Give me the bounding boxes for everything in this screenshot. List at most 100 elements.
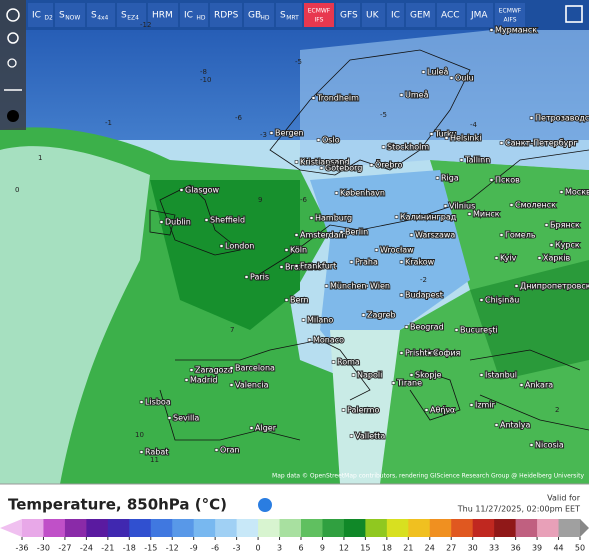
legend-swatch [150,519,173,537]
city-dot [529,443,534,447]
model-button[interactable] [336,3,360,27]
legend-label: -6 [211,544,219,553]
city-label: Glasgow [185,186,219,195]
legend-label: 15 [360,544,370,553]
city-dot [316,138,321,142]
city-label: Oran [220,446,240,455]
model-button[interactable] [304,3,334,27]
contour-label: -1 [105,119,112,127]
city-dot [361,313,366,317]
model-sub: MRT [286,15,299,22]
model-button[interactable] [28,3,53,27]
city-label: Paris [250,273,269,282]
city-label: Göteborg [325,164,362,173]
city-dot [489,28,494,32]
legend-arrow-left [0,519,22,537]
model-button[interactable] [180,3,208,27]
legend-swatch [64,519,87,537]
reload-button[interactable] [6,8,20,22]
city-dot [294,160,299,164]
city-dot [244,275,249,279]
model-button[interactable] [437,3,465,27]
legend-swatch [494,519,517,537]
legend-swatch [472,519,495,537]
city-dot [249,426,254,430]
city-label: Umeå [405,90,429,100]
point-button[interactable] [7,110,19,122]
city-label: Valencia [235,381,269,390]
legend-label: -9 [190,544,198,553]
model-button[interactable] [148,3,178,27]
city-dot [324,284,329,288]
city-label: Sheffield [210,216,245,225]
model-button[interactable] [276,3,302,27]
city-dot [489,178,494,182]
cold-tongue [310,170,470,380]
model-button[interactable] [467,3,493,27]
model-name: S [91,11,97,21]
city-label: Helsinki [450,134,481,143]
city-label: Гомель [505,231,536,240]
contour-label: -5 [295,58,302,66]
city-dot [214,448,219,452]
city-dot [139,450,144,454]
city-label: Lisboa [145,398,171,407]
city-label: Zagreb [367,311,396,320]
legend-label: 30 [468,544,478,553]
city-label: Wien [370,282,390,291]
city-dot [334,191,339,195]
model-sub: NOW [65,15,80,22]
legend-label: 6 [298,544,303,553]
locate-button[interactable] [7,32,19,44]
legend-swatch [343,519,366,537]
model-button[interactable] [387,3,404,27]
model-button[interactable] [87,3,115,27]
legend-label: 50 [575,544,585,553]
city-dot [459,158,464,162]
model-name: RDPS [214,11,239,21]
legend-swatch [215,519,238,537]
model-button[interactable] [406,3,435,27]
info-button[interactable] [258,498,272,512]
city-label: Prishtinë [405,349,440,358]
city-dot [399,351,404,355]
legend-swatch [129,519,152,537]
legend-label: 39 [532,544,542,553]
valid-time: Thu 11/27/2025, 02:00pm EET [457,505,580,514]
model-sub: EZ4 [127,15,139,22]
contour-label: 2 [555,406,559,414]
city-label: Köln [290,246,307,255]
city-label: Αθήνα [430,406,455,415]
model-button[interactable] [210,3,242,27]
city-dot [284,248,289,252]
city-label: Istanbul [485,371,517,380]
city-label: Trondheim [316,94,359,103]
city-dot [349,260,354,264]
city-dot [339,230,344,234]
city-label: Palermo [347,406,379,415]
city-dot [391,381,396,385]
city-dot [139,400,144,404]
contour-label: -5 [380,111,387,119]
city-label: Milano [307,316,333,325]
model-button[interactable] [117,3,146,27]
legend-swatch [22,519,44,537]
model-button[interactable] [244,3,274,27]
city-dot [381,145,386,149]
cold-south [330,330,400,484]
city-label: Ankara [525,381,553,390]
model-button[interactable] [362,3,385,27]
model-button[interactable] [495,3,525,27]
legend-label: -3 [233,544,241,553]
model-button[interactable] [55,3,85,27]
model-name: ACC [441,11,460,21]
city-dot [429,132,434,136]
share-button[interactable] [565,5,583,23]
city-label: Sevilla [173,414,199,423]
city-label: Amsterdam [300,231,347,240]
city-label: Napoli [357,371,382,380]
city-dot [219,244,224,248]
zoom-button[interactable] [7,58,17,68]
